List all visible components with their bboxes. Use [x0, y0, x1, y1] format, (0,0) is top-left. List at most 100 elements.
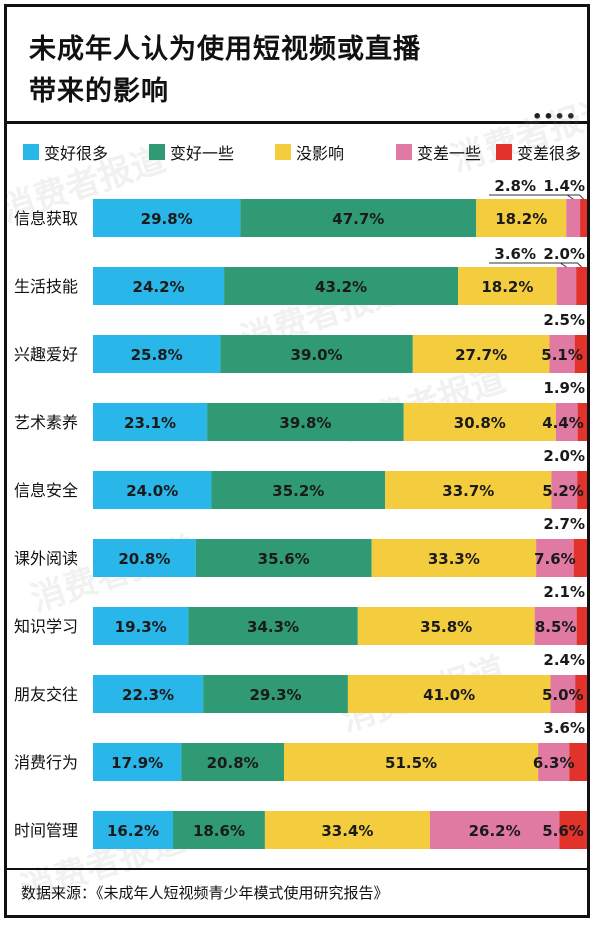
- chart-frame: 未成年人认为使用短视频或直播 带来的影响 •••• 消费者报道 消费者报道 消费…: [4, 4, 590, 918]
- data-label: 39.8%: [279, 414, 331, 432]
- legend-label: 没影响: [296, 144, 345, 163]
- data-label: 7.6%: [534, 550, 576, 568]
- data-label: 43.2%: [315, 278, 367, 296]
- data-label: 29.3%: [250, 686, 302, 704]
- leader-line: [547, 262, 582, 268]
- bar-segment-much_better: [93, 267, 225, 305]
- data-label: 18.6%: [193, 822, 245, 840]
- category-label: 消费行为: [14, 753, 78, 772]
- data-label: 16.2%: [107, 822, 159, 840]
- data-label: 18.2%: [495, 210, 547, 228]
- data-label: 20.8%: [118, 550, 170, 568]
- category-label: 信息获取: [14, 209, 78, 228]
- bar-segment-much_better: [93, 199, 241, 237]
- category-label: 艺术素养: [14, 413, 78, 432]
- data-label: 27.7%: [455, 346, 507, 364]
- category-label: 兴趣爱好: [14, 345, 78, 364]
- data-label: 25.8%: [131, 346, 183, 364]
- data-label: 41.0%: [423, 686, 475, 704]
- data-label-above: 2.8%: [494, 177, 536, 195]
- bar-segment-somewhat_worse: [556, 267, 577, 305]
- data-label: 5.0%: [542, 686, 584, 704]
- bar-segment-somewhat_better: [207, 403, 404, 441]
- data-label-above: 1.9%: [543, 379, 585, 397]
- bar-segment-much_worse: [576, 607, 587, 645]
- data-label: 51.5%: [385, 754, 437, 772]
- stacked-bar-chart: 信息获取 29.8% 47.7% 18.2% 2.8% 1.4% 生活技能 24.2% 43.2…: [14, 177, 587, 849]
- bar-segment-somewhat_worse: [555, 403, 578, 441]
- category-label: 时间管理: [14, 821, 78, 840]
- data-label: 35.2%: [272, 482, 324, 500]
- bar-segment-much_worse: [577, 403, 587, 441]
- bar-segment-much_better: [93, 743, 182, 781]
- bar-segment-much_worse: [575, 675, 587, 713]
- category-label: 课外阅读: [14, 549, 78, 568]
- bar-segment-somewhat_better: [181, 743, 284, 781]
- bar-segment-no_effect: [385, 471, 552, 509]
- bar-segment-much_better: [93, 471, 212, 509]
- bar-segment-no_effect: [347, 675, 551, 713]
- legend-swatch: [275, 144, 291, 160]
- data-label: 23.1%: [124, 414, 176, 432]
- bar-segment-somewhat_better: [240, 199, 477, 237]
- bar-segment-somewhat_better: [203, 675, 348, 713]
- data-label-above: 2.7%: [543, 515, 585, 533]
- data-label: 33.4%: [321, 822, 373, 840]
- bar-segment-somewhat_better: [195, 539, 372, 577]
- bar-segment-somewhat_better: [220, 335, 413, 373]
- data-label: 33.3%: [428, 550, 480, 568]
- bar-segment-somewhat_better: [224, 267, 459, 305]
- bar-segment-much_worse: [576, 267, 587, 305]
- bar-segment-no_effect: [476, 199, 567, 237]
- legend-item-somewhat_worse: 变差一些: [396, 140, 481, 164]
- leader-line: [489, 194, 574, 200]
- data-label: 22.3%: [122, 686, 174, 704]
- bar-segment-much_worse: [577, 471, 587, 509]
- legend-swatch: [23, 144, 39, 160]
- legend-item-somewhat_better: 变好一些: [149, 140, 234, 164]
- data-label: 5.1%: [541, 346, 583, 364]
- data-label-above: 3.6%: [543, 719, 585, 737]
- data-label-above: 2.1%: [543, 583, 585, 601]
- bar-segment-much_better: [93, 607, 189, 645]
- data-label: 24.2%: [133, 278, 185, 296]
- bar-segment-somewhat_worse: [536, 539, 574, 577]
- data-label: 26.2%: [469, 822, 521, 840]
- legend: 变好很多 变好一些 没影响 变差一些 变差很多: [23, 140, 587, 164]
- data-label: 29.8%: [141, 210, 193, 228]
- bar-segment-no_effect: [412, 335, 550, 373]
- bar-segment-somewhat_worse: [549, 335, 575, 373]
- data-label: 24.0%: [126, 482, 178, 500]
- bar-segment-somewhat_worse: [551, 471, 578, 509]
- bar-segment-much_worse: [569, 743, 587, 781]
- bar-segment-much_better: [93, 675, 204, 713]
- legend-item-much_worse: 变差很多: [496, 140, 581, 164]
- bar-segment-much_worse: [574, 335, 587, 373]
- data-label: 8.5%: [535, 618, 577, 636]
- source-note: 数据来源：《未成年人短视频青少年模式使用研究报告》: [21, 884, 389, 902]
- data-label: 5.6%: [542, 822, 584, 840]
- data-label: 39.0%: [291, 346, 343, 364]
- leader-line: [489, 262, 567, 268]
- bar-segment-no_effect: [403, 403, 556, 441]
- bar-segment-somewhat_better: [211, 471, 386, 509]
- bar-segment-no_effect: [458, 267, 557, 305]
- data-label: 5.2%: [542, 482, 584, 500]
- data-label-above: 1.4%: [543, 177, 585, 195]
- legend-swatch: [496, 144, 512, 160]
- bar-segment-no_effect: [357, 607, 535, 645]
- legend-label: 变好很多: [44, 144, 109, 163]
- bar-segment-somewhat_worse: [534, 607, 577, 645]
- data-label: 6.3%: [533, 754, 575, 772]
- data-label-above: 2.5%: [543, 311, 585, 329]
- data-label: 34.3%: [247, 618, 299, 636]
- legend-swatch: [396, 144, 412, 160]
- data-label: 35.6%: [258, 550, 310, 568]
- category-label: 知识学习: [14, 617, 78, 636]
- bar-segment-somewhat_worse: [566, 199, 581, 237]
- data-label-above: 2.0%: [543, 245, 585, 263]
- category-label: 生活技能: [14, 277, 78, 296]
- bar-segment-much_worse: [559, 811, 587, 849]
- legend-label: 变差很多: [517, 144, 582, 163]
- data-label-above: 3.6%: [494, 245, 536, 263]
